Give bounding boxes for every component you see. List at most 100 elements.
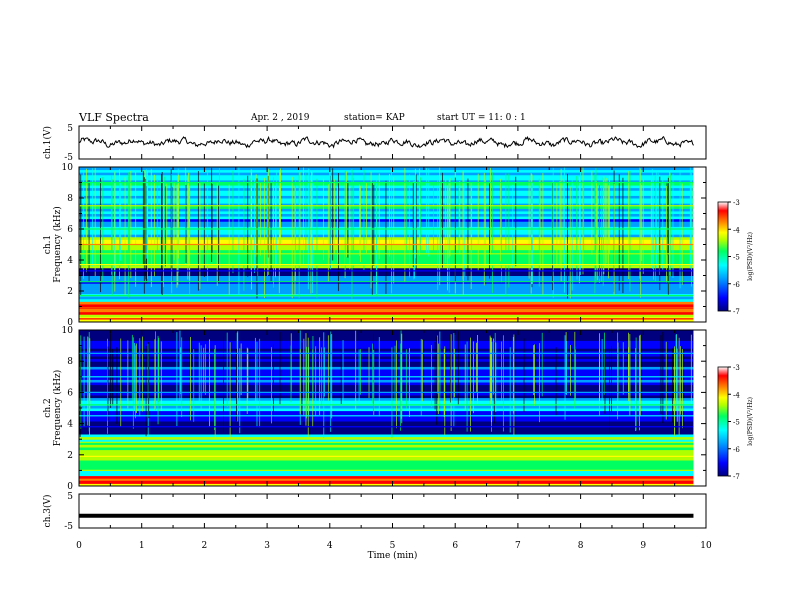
spectrogram-lines bbox=[79, 352, 694, 482]
spectrogram-row bbox=[79, 387, 694, 391]
spectrogram-row bbox=[79, 400, 694, 404]
spectrogram-row bbox=[79, 311, 694, 315]
y-axis-label-line: Frequency (kHz) bbox=[52, 370, 63, 447]
y-tick-label: 2 bbox=[67, 451, 73, 461]
spectrogram-row bbox=[79, 337, 694, 341]
spectrogram-row bbox=[79, 431, 694, 435]
spectrogram-row bbox=[79, 405, 694, 409]
colorbar-tick-label: -4 bbox=[733, 226, 740, 234]
x-tick-label: 1 bbox=[139, 541, 145, 551]
y-axis-label-line: ch.2 bbox=[43, 398, 53, 417]
y-axis-label: ch.1Frequency (kHz) bbox=[43, 206, 63, 283]
spectrogram-row bbox=[79, 389, 694, 393]
spectrogram-row bbox=[79, 444, 694, 448]
spectrogram-row bbox=[79, 369, 694, 373]
x-tick-label: 9 bbox=[640, 541, 646, 551]
y-tick-label: 2 bbox=[67, 287, 73, 297]
y-tick-label: 8 bbox=[67, 357, 73, 367]
spectrogram-row bbox=[79, 384, 694, 388]
spectrogram-row bbox=[79, 467, 694, 471]
spectrogram-background bbox=[79, 330, 694, 487]
ch2-spectrogram-panel: 0 2 4 6 8 10 ch.2Frequency (kHz) -3 -4 -5 -6 -7 log(… bbox=[43, 326, 754, 492]
start-time-label: start UT = 11: 0 : 1 bbox=[437, 113, 526, 123]
x-tick-label: 0 bbox=[76, 541, 82, 551]
spectrogram-row bbox=[79, 379, 694, 383]
y-tick-label: 0 bbox=[67, 318, 73, 328]
spectrogram-row bbox=[79, 169, 694, 173]
x-tick-label: 5 bbox=[390, 541, 396, 551]
spectrogram-row bbox=[79, 441, 694, 445]
y-axis-label-line: ch.1 bbox=[43, 235, 53, 254]
y-axis-label: ch.3(V) bbox=[42, 495, 53, 528]
colorbar bbox=[717, 201, 729, 312]
x-tick-label: 8 bbox=[578, 541, 584, 551]
panel-frame bbox=[78, 493, 707, 529]
spectrogram-row bbox=[79, 395, 694, 399]
spectrogram-row bbox=[79, 436, 694, 440]
x-tick-label: 3 bbox=[264, 541, 270, 551]
spectrogram-row bbox=[79, 382, 694, 386]
spectrogram-row bbox=[79, 348, 694, 352]
spectrogram-row bbox=[79, 353, 694, 357]
spectrogram-row bbox=[79, 413, 694, 417]
ch1-trace bbox=[78, 135, 694, 149]
colorbar-tick-label: -5 bbox=[733, 254, 740, 262]
spectrogram-row bbox=[79, 434, 694, 438]
x-axis-label: Time (min) bbox=[368, 550, 418, 561]
y-tick-label: 4 bbox=[67, 256, 73, 266]
spectrogram-row bbox=[79, 423, 694, 427]
station-label: station= KAP bbox=[344, 113, 405, 123]
colorbar-tick-label: -3 bbox=[733, 364, 740, 372]
spectrogram-row bbox=[79, 167, 694, 171]
x-tick-label: 4 bbox=[327, 541, 333, 551]
spectrogram-lines bbox=[79, 181, 694, 320]
y-tick-label: 4 bbox=[67, 420, 73, 430]
spectrogram-row bbox=[79, 426, 694, 430]
spectrogram-row bbox=[79, 473, 694, 477]
ch3-waveform-panel: 5 -5 ch.3(V) 0 1 2 3 4 5 6 7 8 9 10 Time (min) bbox=[42, 492, 712, 561]
spectrogram-row bbox=[79, 356, 694, 360]
spectrogram-row bbox=[79, 298, 694, 302]
spectrogram-row bbox=[79, 296, 694, 300]
colorbar-tick-label: -7 bbox=[733, 308, 740, 316]
spectrogram-row bbox=[79, 358, 694, 362]
colorbar-tick-label: -3 bbox=[733, 199, 740, 207]
spectrogram-row bbox=[79, 439, 694, 443]
spectrogram-row bbox=[79, 319, 694, 323]
spectrogram-row bbox=[79, 174, 694, 178]
spectrogram-row bbox=[79, 480, 694, 484]
spectrogram-row bbox=[79, 376, 694, 380]
y-tick-label: 5 bbox=[67, 124, 73, 134]
colorbar-tick-label: -4 bbox=[733, 391, 740, 399]
y-tick-label: 6 bbox=[67, 388, 73, 398]
colorbar bbox=[717, 366, 729, 477]
y-axis-label: ch.2Frequency (kHz) bbox=[43, 370, 63, 447]
y-axis-label-line: Frequency (kHz) bbox=[52, 206, 63, 283]
spectrogram-row bbox=[79, 345, 694, 349]
colorbar-tick-label: -6 bbox=[733, 281, 740, 289]
spectrogram-row bbox=[79, 340, 694, 344]
x-tick-label: 2 bbox=[202, 541, 208, 551]
spectrogram-row bbox=[79, 397, 694, 401]
spectrogram-row bbox=[79, 350, 694, 354]
spectrogram-row bbox=[79, 363, 694, 367]
spectrogram-row bbox=[79, 457, 694, 461]
spectrogram-row bbox=[79, 418, 694, 422]
spectrogram-row bbox=[79, 452, 694, 456]
spectrogram-streaks bbox=[79, 330, 692, 439]
spectrogram-row bbox=[79, 447, 694, 451]
spectrogram-row bbox=[79, 408, 694, 412]
spectrogram-row bbox=[79, 460, 694, 464]
spectrogram-row bbox=[79, 392, 694, 396]
spectrogram-row bbox=[79, 483, 694, 487]
spectrogram-row bbox=[79, 470, 694, 474]
spectrogram-row bbox=[79, 366, 694, 370]
colorbar-tick-label: -5 bbox=[733, 419, 740, 427]
y-axis-label: ch.1(V) bbox=[42, 126, 53, 159]
spectrogram-row bbox=[79, 374, 694, 378]
date-label: Apr. 2 , 2019 bbox=[251, 113, 310, 123]
y-tick-label: -5 bbox=[64, 522, 73, 532]
spectrogram-row bbox=[79, 172, 694, 176]
ch1-waveform-panel: 5 -5 ch.1(V) bbox=[42, 124, 707, 163]
